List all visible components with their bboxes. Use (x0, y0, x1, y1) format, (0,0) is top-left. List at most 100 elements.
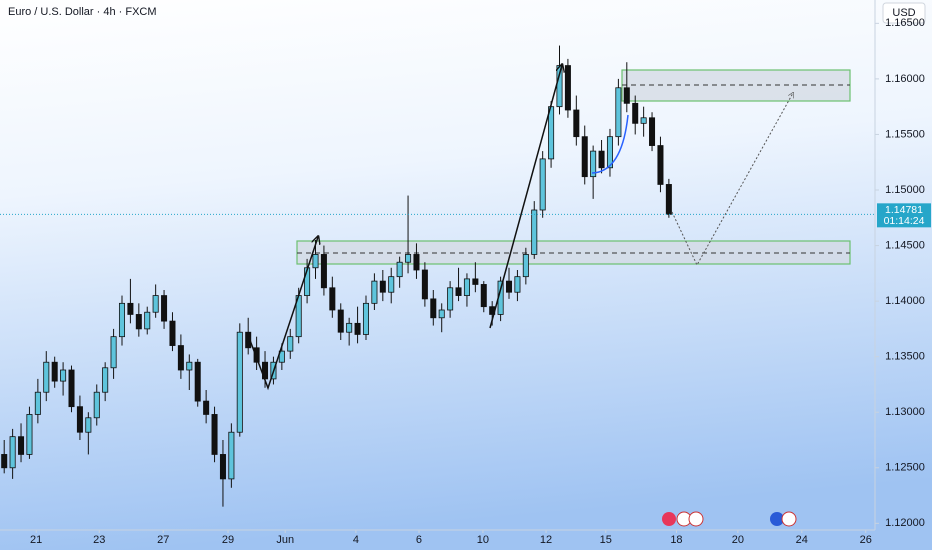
y-tick-label: 1.16000 (885, 73, 925, 85)
y-tick-label: 1.13000 (885, 406, 925, 418)
candle-body (506, 280, 513, 293)
candle-body (362, 302, 369, 335)
candle-body (615, 87, 622, 138)
x-tick-label: 12 (540, 534, 552, 546)
candle-body (531, 209, 538, 255)
trend-drawing (247, 237, 318, 391)
candles (1, 45, 672, 507)
candle-body (640, 117, 647, 124)
candle-body (514, 276, 521, 293)
candle-body (76, 406, 83, 433)
curve-drawing (591, 114, 629, 174)
candle-body (539, 158, 546, 211)
candle-body (480, 284, 487, 308)
x-tick-label: 27 (157, 534, 169, 546)
candle-body (438, 309, 445, 319)
x-tick-label: 20 (732, 534, 744, 546)
candle-body (26, 414, 33, 455)
candle-body (421, 269, 428, 300)
candle-body (177, 345, 184, 371)
candle-body (590, 150, 597, 178)
candle-body (85, 417, 92, 433)
candle-body (60, 369, 67, 382)
candle-body (51, 361, 58, 382)
candle-body (665, 184, 672, 215)
candle-body (379, 280, 386, 293)
y-tick-label: 1.14500 (885, 239, 925, 251)
candle-body (354, 322, 361, 335)
x-tick-label: 15 (600, 534, 612, 546)
candle-body (606, 136, 613, 169)
candle-body (236, 331, 243, 433)
candle-body (312, 254, 319, 269)
candle-body (649, 117, 656, 146)
x-tick-label: 18 (670, 534, 682, 546)
candle-body (337, 309, 344, 333)
candle-body (110, 336, 117, 369)
last-price-label: 1.14781 (885, 204, 923, 216)
candle-body (346, 322, 353, 333)
candle-body (522, 254, 529, 278)
event-icon (781, 511, 797, 527)
chart-title: Euro / U.S. Dollar · 4h · FXCM (8, 6, 157, 18)
candle-body (396, 261, 403, 278)
x-tick-label: 6 (416, 534, 422, 546)
candle-body (463, 278, 470, 296)
candle-body (472, 278, 479, 285)
candle-body (169, 320, 176, 346)
trend-drawing (489, 65, 562, 329)
currency-label: USD (892, 7, 915, 19)
event-icons (662, 511, 797, 527)
event-icon (770, 512, 784, 526)
y-tick-label: 1.14000 (885, 295, 925, 307)
candle-body (34, 391, 41, 415)
candle-body (455, 287, 462, 296)
candle-body (127, 302, 134, 315)
currency-box[interactable] (882, 2, 926, 24)
candle-body (564, 65, 571, 111)
event-icon (662, 512, 676, 526)
candle-body (219, 454, 226, 480)
candle-body (1, 454, 8, 469)
candle-body (152, 295, 159, 313)
candle-body (413, 254, 420, 271)
candle-body (211, 414, 218, 455)
candle-body (371, 280, 378, 304)
candle-body (320, 254, 327, 289)
candle-body (598, 150, 605, 169)
candle-body (161, 295, 168, 322)
x-tick-label: 26 (860, 534, 872, 546)
y-tick-label: 1.13500 (885, 351, 925, 363)
candle-body (102, 367, 109, 393)
candle-body (329, 287, 336, 311)
y-tick-label: 1.15000 (885, 184, 925, 196)
candle-body (287, 336, 294, 352)
x-tick-label: 29 (222, 534, 234, 546)
x-tick-label: 24 (796, 534, 808, 546)
projection-path (671, 93, 793, 267)
candle-body (144, 311, 151, 330)
candle-body (657, 145, 664, 185)
x-tick-label: 4 (353, 534, 359, 546)
candle-body (9, 436, 16, 469)
candle-body (405, 254, 412, 263)
candle-body (253, 347, 260, 363)
candle-body (135, 314, 142, 330)
countdown-label: 01:14:24 (884, 215, 925, 227)
candle-body (228, 431, 235, 480)
last-price-box (877, 203, 931, 228)
candle-body (245, 331, 252, 349)
candle-body (203, 400, 210, 415)
event-icon (688, 511, 704, 527)
candle-body (623, 87, 630, 104)
candle-body (548, 106, 555, 160)
y-tick-label: 1.15500 (885, 128, 925, 140)
candle-body (447, 287, 454, 311)
candle-body (278, 350, 285, 363)
y-tick-label: 1.12000 (885, 517, 925, 529)
x-tick-label: 10 (477, 534, 489, 546)
y-tick-label: 1.12500 (885, 462, 925, 474)
x-tick-label: 23 (93, 534, 105, 546)
